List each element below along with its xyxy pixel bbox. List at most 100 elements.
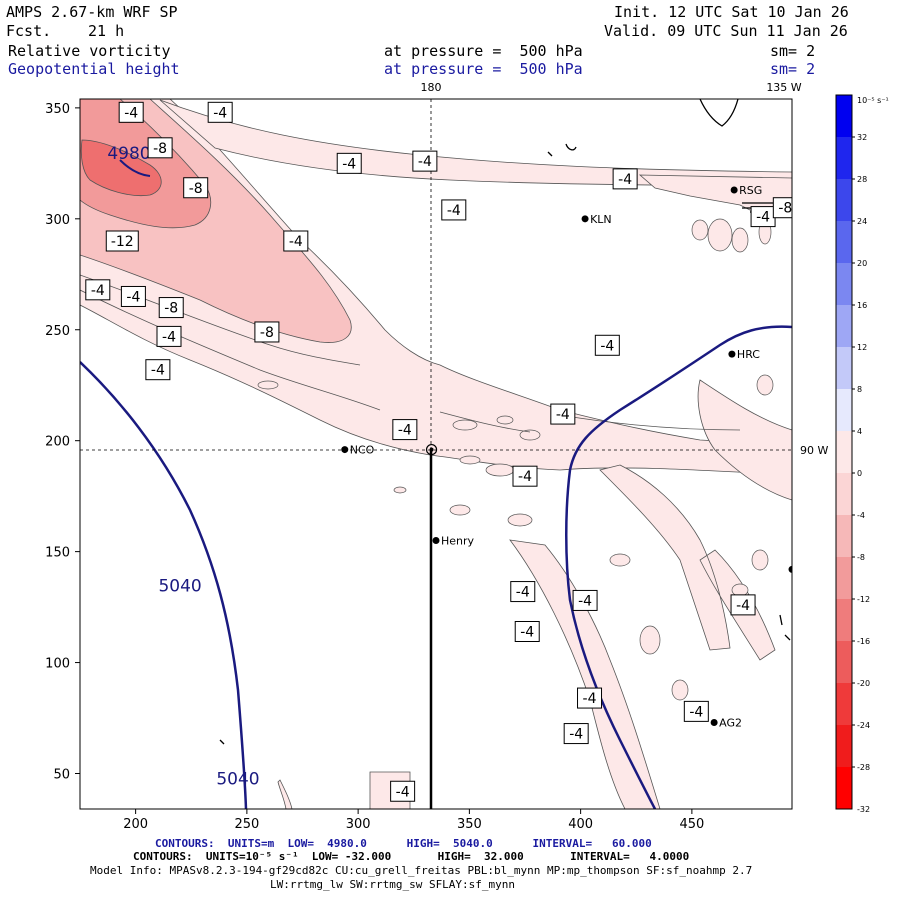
x-axis: 200 250 300 350 400 450 bbox=[123, 809, 704, 832]
height-contour-5040-east bbox=[565, 325, 792, 809]
colorbar-label: -20 bbox=[857, 679, 870, 688]
vorticity-contour-labels: -4 -4 -8 -4 -4 -8 -4 -4 -4 -8 -4 -12 -4 -4 -8 -4 -8 -4 -4 -… bbox=[85, 101, 792, 802]
colorbar-label: 32 bbox=[857, 133, 867, 142]
station-name: AG2 bbox=[719, 716, 742, 729]
vorticity-label: -8 bbox=[189, 181, 203, 197]
vorticity-label-box bbox=[730, 594, 756, 616]
y-axis: 350 300 250 200 150 100 50 bbox=[45, 102, 80, 783]
vorticity-label: -8 bbox=[164, 301, 178, 317]
height-contour-info: CONTOURS: UNITS=m LOW= 4980.0 HIGH= 5040… bbox=[155, 837, 652, 850]
x-tick-label: 400 bbox=[568, 817, 593, 832]
colorbar: 10⁻⁵ s⁻¹ 32 28 24 20 16 12 8 4 0 -4 -8 -12 -16 -20 -24 -… bbox=[835, 94, 889, 814]
vorticity-label: -4 bbox=[396, 784, 410, 800]
vorticity-label-box bbox=[683, 700, 709, 722]
field2-name: Geopotential height bbox=[8, 60, 180, 78]
vorticity-label-box bbox=[563, 723, 589, 745]
x-tick-label: 300 bbox=[346, 817, 371, 832]
colorbar-segment bbox=[836, 305, 852, 347]
lon-label-135w: 135 W bbox=[766, 81, 801, 94]
station-marker bbox=[432, 537, 440, 545]
vorticity-label-box bbox=[612, 168, 638, 190]
vorticity-label: -4 bbox=[126, 289, 140, 305]
plot-border bbox=[79, 98, 793, 810]
vorticity-label-box bbox=[550, 403, 576, 425]
vorticity-band-south bbox=[509, 539, 661, 809]
colorbar-segment bbox=[836, 347, 852, 389]
field1-level: at pressure = 500 hPa bbox=[384, 42, 583, 60]
colorbar-label: -8 bbox=[857, 553, 865, 562]
station-marker bbox=[788, 565, 792, 573]
vorticity-label-box bbox=[283, 230, 309, 252]
colorbar-unit: 10⁻⁵ s⁻¹ bbox=[857, 96, 889, 105]
init-time: Init. 12 UTC Sat 10 Jan 26 bbox=[614, 3, 849, 21]
coastline bbox=[219, 99, 792, 745]
forecast-hours: 21 h bbox=[88, 22, 125, 40]
colorbar-label: 4 bbox=[857, 427, 862, 436]
colorbar-segment bbox=[836, 557, 852, 599]
x-tick-label: 450 bbox=[679, 817, 704, 832]
colorbar-segment bbox=[836, 263, 852, 305]
vorticity-label-box bbox=[392, 419, 418, 441]
vorticity-label: -4 bbox=[91, 283, 105, 299]
colorbar-segment bbox=[836, 767, 852, 809]
vorticity-label-box bbox=[441, 199, 467, 221]
vorticity-label-box bbox=[254, 321, 280, 343]
lon-label-180: 180 bbox=[421, 81, 442, 94]
vorticity-label-box bbox=[572, 589, 598, 611]
vorticity-label-box bbox=[412, 150, 438, 172]
vorticity-band-north bbox=[159, 99, 792, 186]
colorbar-segment bbox=[836, 641, 852, 683]
vorticity-label-box bbox=[120, 285, 146, 307]
vorticity-label-box bbox=[510, 581, 536, 603]
colorbar-label: 20 bbox=[857, 259, 867, 268]
height-contour-label: 4980 bbox=[107, 144, 150, 164]
field2-level: at pressure = 500 hPa bbox=[384, 60, 583, 78]
vorticity-label-box bbox=[85, 279, 111, 301]
height-contour-label: 5040 bbox=[158, 577, 201, 597]
station-marker bbox=[581, 215, 589, 223]
colorbar-segment bbox=[836, 179, 852, 221]
vorticity-label: -4 bbox=[289, 234, 303, 250]
colorbar-segment bbox=[836, 221, 852, 263]
vorticity-patches-south bbox=[277, 771, 411, 809]
vorticity-label: -4 bbox=[578, 593, 592, 609]
vorticity-label: -4 bbox=[213, 105, 227, 121]
height-contour-labels: 5040 5040 4980 bbox=[107, 144, 259, 790]
vorticity-label-box bbox=[336, 152, 362, 174]
pole-marker bbox=[425, 443, 438, 456]
colorbar-label: -24 bbox=[857, 721, 870, 730]
x-tick-label: 350 bbox=[457, 817, 482, 832]
vorticity-label: -4 bbox=[520, 625, 534, 641]
colorbar-segment bbox=[836, 683, 852, 725]
colorbar-label: -4 bbox=[857, 511, 865, 520]
vorticity-label: -4 bbox=[583, 691, 597, 707]
vorticity-label-box bbox=[207, 101, 233, 123]
vorticity-core bbox=[80, 139, 162, 197]
x-tick-label: 250 bbox=[234, 817, 259, 832]
vorticity-label: -4 bbox=[151, 363, 165, 379]
vorticity-small-patches bbox=[257, 218, 774, 701]
colorbar-segment bbox=[836, 95, 852, 137]
station-marker bbox=[710, 718, 718, 726]
vorticity-label: -4 bbox=[569, 727, 583, 743]
model-info-cont: LW:rrtmg_lw SW:rrtmg_sw SFLAY:sf_mynn bbox=[270, 878, 516, 891]
vorticity-label: -4 bbox=[342, 156, 356, 172]
y-tick-label: 250 bbox=[45, 324, 70, 339]
vorticity-label: -12 bbox=[111, 234, 134, 250]
vorticity-label-box bbox=[772, 197, 792, 219]
station-marker bbox=[341, 446, 349, 454]
vorticity-label-box bbox=[577, 687, 603, 709]
colorbar-label: 12 bbox=[857, 343, 867, 352]
vorticity-label: -4 bbox=[398, 423, 412, 439]
colorbar-label: -12 bbox=[857, 595, 870, 604]
vorticity-label: -4 bbox=[736, 598, 750, 614]
vorticity-label-box bbox=[156, 325, 182, 347]
vorticity-label: -4 bbox=[124, 105, 138, 121]
y-tick-label: 350 bbox=[45, 102, 70, 117]
height-contour-4980 bbox=[119, 159, 151, 177]
vorticity-label-box bbox=[390, 780, 416, 802]
colorbar-segment bbox=[836, 389, 852, 431]
vorticity-label-box bbox=[105, 230, 139, 252]
station-marker bbox=[728, 350, 736, 358]
x-tick-label: 200 bbox=[123, 817, 148, 832]
